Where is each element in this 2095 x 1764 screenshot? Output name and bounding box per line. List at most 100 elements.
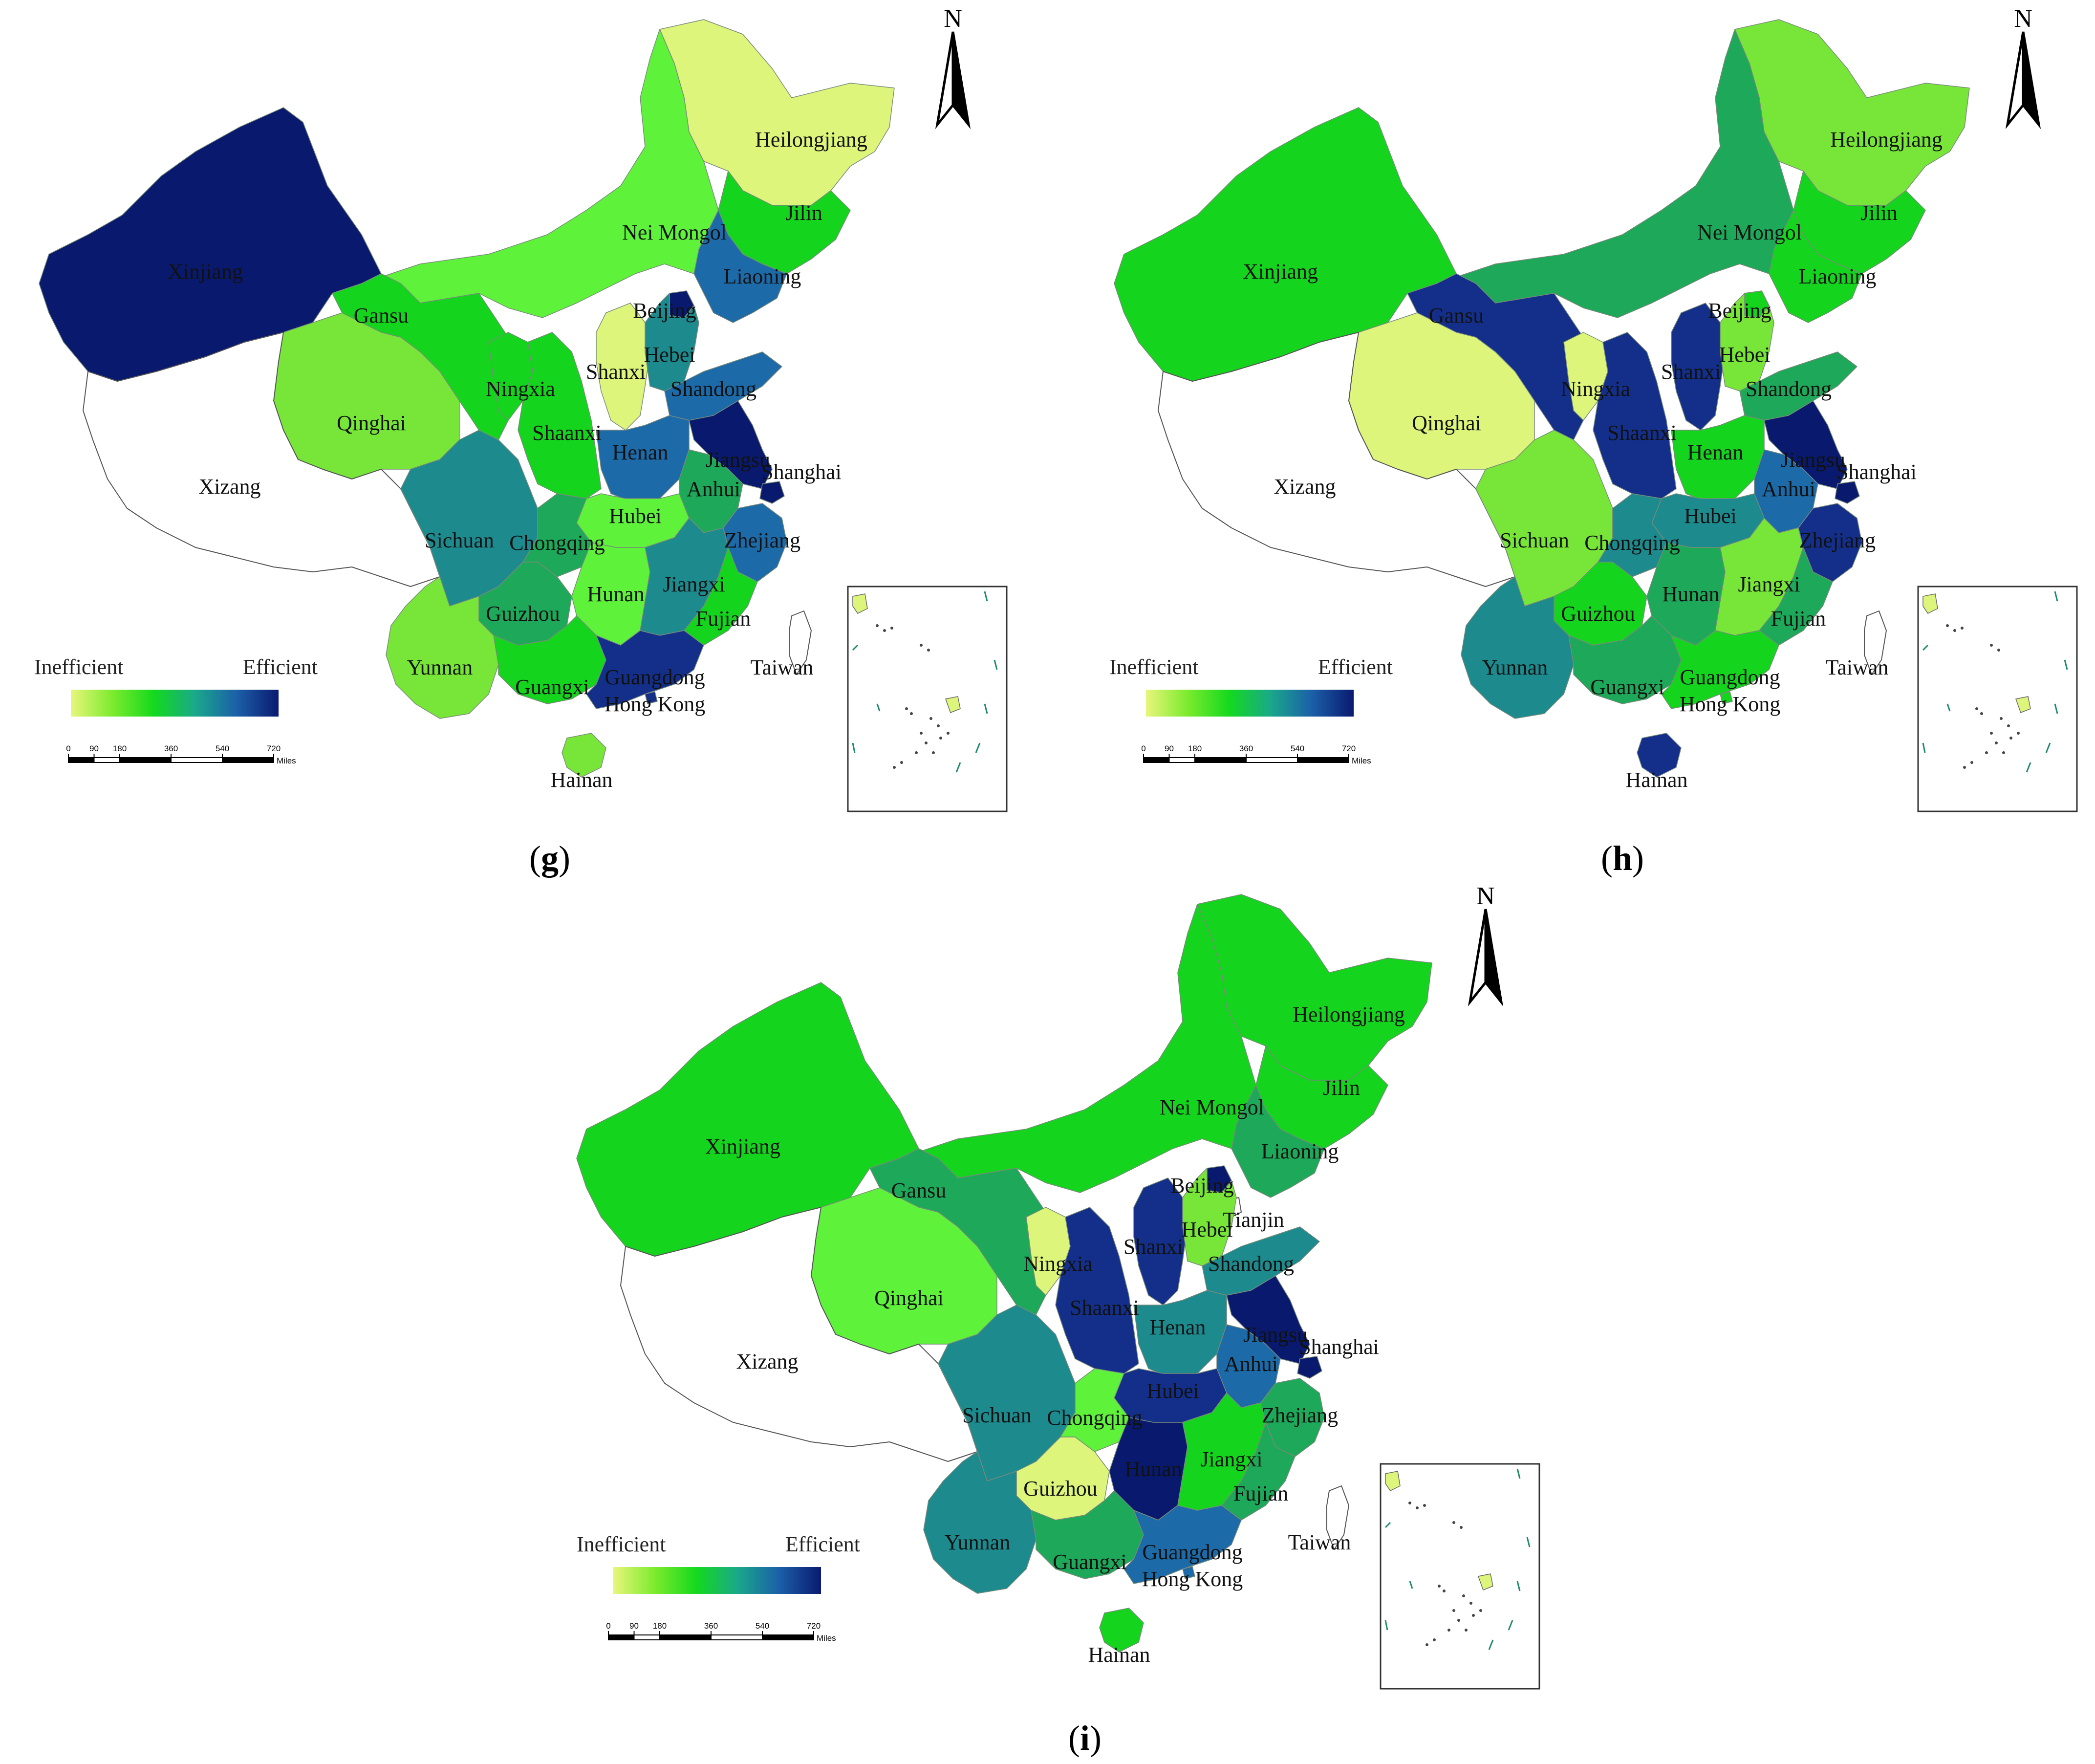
inset-boundary-dash — [2054, 703, 2058, 714]
province-guangdong — [1123, 1505, 1242, 1584]
scale-bar-segment — [1143, 757, 1170, 763]
province-label-guangxi: Guangxi — [1053, 1550, 1127, 1574]
province-label-jiangxi: Jiangxi — [663, 572, 725, 596]
inset-island-dot — [947, 732, 950, 735]
province-label-jiangsu: Jiangsu — [1243, 1323, 1308, 1347]
province-label-taiwan: Taiwan — [1826, 655, 1889, 679]
province-label-hebei: Hebei — [1181, 1218, 1232, 1241]
scale-bar-tick-label: 180 — [653, 1621, 667, 1631]
province-label-fujian: Fujian — [1771, 607, 1826, 631]
province-label-guangxi: Guangxi — [515, 675, 589, 699]
scale-bar-tick-label: 360 — [1239, 744, 1253, 753]
inset-island-dot — [1462, 1594, 1465, 1597]
province-hainan — [1637, 733, 1682, 778]
province-label-anhui: Anhui — [687, 477, 740, 501]
province-label-liaoning: Liaoning — [1261, 1139, 1339, 1163]
province-label-nei-mongol: Nei Mongol — [1160, 1095, 1264, 1119]
legend-g: Inefficient Efficient — [34, 655, 318, 717]
scale-bar-segment — [93, 757, 120, 763]
scale-bar-unit: Miles — [817, 1633, 836, 1643]
scale-bar-segment — [1297, 757, 1349, 763]
province-label-jilin: Jilin — [1860, 201, 1898, 225]
scale-bar-tick-label: 180 — [1188, 744, 1202, 753]
inset-island-dot — [1975, 707, 1978, 710]
scale-bar-tick-label: 360 — [704, 1621, 718, 1631]
province-label-yunnan: Yunnan — [407, 655, 473, 679]
inset-boundary-dash — [1922, 644, 1929, 651]
scale-bar-tick-label: 360 — [164, 744, 178, 753]
scale-bar-tick-label: 0 — [1141, 744, 1145, 753]
province-yunnan — [1461, 576, 1574, 719]
province-guangdong — [1661, 630, 1779, 709]
province-label-anhui: Anhui — [1762, 477, 1815, 501]
inset-island-dot — [920, 732, 923, 735]
inset-frame — [1917, 586, 2078, 812]
province-label-hubei: Hubei — [609, 504, 662, 528]
north-arrow-label: N — [2014, 5, 2032, 33]
province-label-hubei: Hubei — [1684, 504, 1737, 528]
inset-island-dot — [1963, 766, 1966, 769]
inset-boundary-dash — [852, 644, 859, 651]
province-label-guangdong: Guangdong — [1680, 665, 1780, 689]
province-hainan — [1099, 1608, 1144, 1653]
province-label-zhejiang: Zhejiang — [1262, 1403, 1338, 1427]
province-taiwan — [1326, 1485, 1349, 1550]
province-labels: Heilongjiang Jilin Liaoning Nei Mongol Xinji… — [705, 1002, 1405, 1667]
map-panel-g: Heilongjiang Jilin Liaoning Nei Mongol Xinji… — [39, 19, 895, 792]
inset-boundary-dash — [984, 591, 988, 602]
inset-boundary-dash — [876, 703, 881, 712]
province-label-jiangxi: Jiangxi — [1200, 1447, 1262, 1471]
province-label-qinghai: Qinghai — [337, 411, 406, 435]
inset-island-dot — [1995, 741, 1998, 744]
province-label-ningxia: Ningxia — [1023, 1252, 1093, 1276]
province-shapes — [1114, 19, 1970, 778]
province-hong-kong — [1720, 691, 1733, 704]
inset-boundary-dash — [852, 742, 856, 753]
scale-bar-segment — [633, 1634, 660, 1640]
province-label-yunnan: Yunnan — [1482, 655, 1548, 679]
scale-bar-tick-label: 540 — [216, 744, 229, 753]
scale-bar-tick-label: 720 — [807, 1621, 821, 1631]
province-label-liaoning: Liaoning — [1799, 264, 1877, 288]
inset-island-dot — [2000, 717, 2003, 720]
inset-island-dot — [1465, 1629, 1468, 1632]
province-label-beijing: Beijing — [1170, 1174, 1234, 1198]
inset-island-dot — [937, 724, 940, 727]
province-label-jilin: Jilin — [1323, 1076, 1360, 1100]
panel-caption-i: (i) — [1068, 1719, 1101, 1758]
province-label-guizhou: Guizhou — [486, 602, 560, 626]
province-label-qinghai: Qinghai — [874, 1286, 944, 1310]
inset-island-dot — [1425, 1643, 1428, 1646]
province-label-xinjiang: Xinjiang — [705, 1134, 780, 1158]
province-nei-mongol — [1436, 29, 1794, 318]
legend-low-label: Inefficient — [34, 655, 123, 679]
province-shapes — [576, 894, 1432, 1653]
north-arrow-label: N — [944, 5, 962, 33]
province-shaanxi — [1055, 1207, 1139, 1374]
province-label-henan: Henan — [1150, 1315, 1206, 1339]
inset-island-shape — [1478, 1573, 1493, 1590]
inset-island-dot — [1423, 1504, 1426, 1507]
north-arrow-icon — [2008, 32, 2039, 125]
inset-island-dot — [1452, 1521, 1455, 1524]
legend-high-label: Efficient — [1318, 655, 1393, 679]
province-label-tianjin: Tianjin — [1223, 1208, 1284, 1232]
inset-island-dot — [939, 737, 942, 740]
inset-island-dot — [1472, 1614, 1475, 1617]
province-label-taiwan: Taiwan — [751, 655, 814, 679]
inset-island-dot — [920, 644, 923, 647]
inset-island-dot — [1953, 629, 1956, 632]
inset-hainan-shape — [1922, 593, 1938, 614]
province-label-anhui: Anhui — [1224, 1352, 1278, 1376]
province-jiangsu — [1764, 400, 1848, 489]
province-label-hainan: Hainan — [1088, 1643, 1150, 1667]
inset-island-dot — [1469, 1602, 1472, 1605]
province-label-jiangxi: Jiangxi — [1738, 572, 1800, 596]
north-arrow-icon — [1470, 909, 1501, 1002]
province-shanxi — [1133, 1177, 1188, 1306]
province-label-jiangsu: Jiangsu — [1781, 448, 1845, 472]
province-label-gansu: Gansu — [891, 1178, 946, 1202]
scale-bar-segment — [1168, 757, 1195, 763]
province-label-yunnan: Yunnan — [945, 1530, 1010, 1554]
province-label-chongqing: Chongqing — [1047, 1406, 1143, 1430]
